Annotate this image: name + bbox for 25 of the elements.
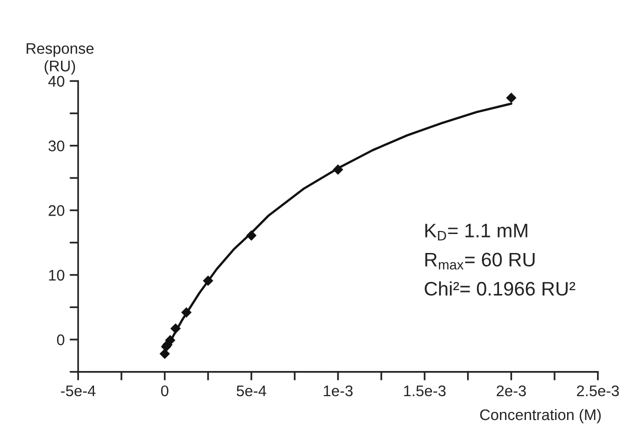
y-tick-label: 40 — [48, 76, 64, 87]
x-tick-label: 2e-3 — [496, 385, 526, 396]
x-tick-label: -5e-4 — [60, 386, 96, 396]
annotation: R$_{max}$= 60 RU — [425, 252, 535, 270]
point — [160, 348, 170, 359]
annotation: K$_{D}$= 1.1 mM — [425, 224, 528, 240]
point — [246, 230, 257, 241]
y-tick-label: 10 — [49, 270, 64, 281]
y-tick-label: 20 — [48, 205, 64, 216]
annotation: Chi²= 0.1966 RU² — [424, 281, 576, 296]
point — [181, 307, 192, 318]
x-tick-label: 1.5e-3 — [404, 385, 446, 396]
point — [164, 334, 176, 346]
x-tick-label: 1e-3 — [324, 385, 353, 396]
point — [202, 276, 214, 286]
y-axis-title: Response (RU) — [26, 43, 94, 74]
x-axis-title: Concentration (M) — [480, 408, 601, 424]
x-tick-label: 5e-4 — [236, 386, 266, 396]
x-tick-label: 0 — [161, 385, 168, 396]
y-tick-label: 0 — [57, 334, 64, 346]
x-tick-label: 2.5e-3 — [576, 385, 619, 396]
y-tick-label: 30 — [48, 140, 64, 152]
point — [170, 323, 181, 334]
point — [506, 92, 516, 104]
point — [332, 164, 344, 175]
